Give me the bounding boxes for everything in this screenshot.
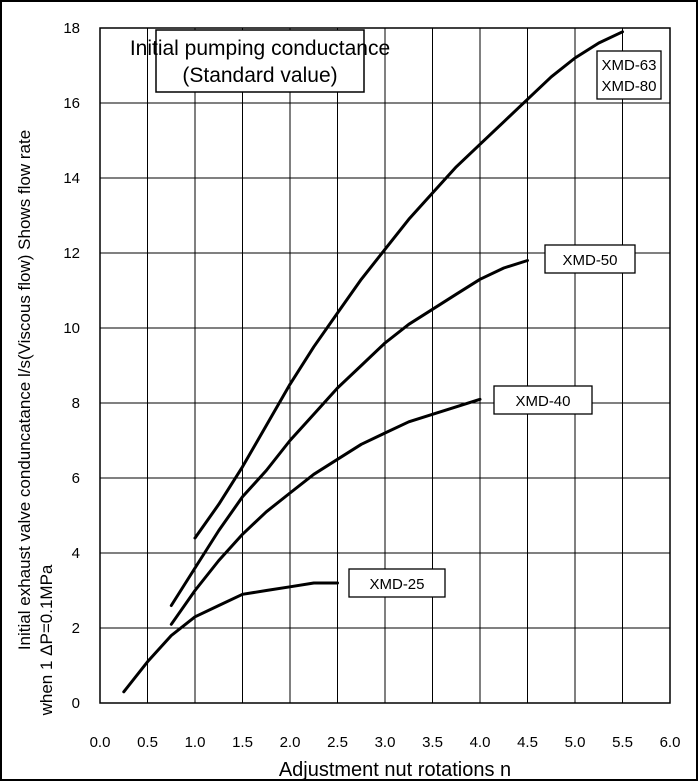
series-label-box: [348, 568, 446, 598]
y-axis-title-line1: Initial exhaust valve conduncatance l/s(…: [15, 130, 34, 650]
y-tick-label: 0: [72, 695, 80, 712]
x-tick-label: 2.5: [327, 734, 348, 751]
x-tick-label: 5.0: [565, 734, 586, 751]
y-tick-label: 14: [63, 170, 80, 187]
x-tick-label: 3.0: [375, 734, 396, 751]
y-axis-title-line2: when 1 ΔP=0.1MPa: [37, 564, 56, 716]
x-tick-label: 4.0: [470, 734, 491, 751]
series-line-1: [193, 30, 624, 540]
y-tick-label: 4: [72, 545, 80, 562]
series-line-2: [169, 259, 529, 607]
y-tick-label: 2: [72, 620, 80, 637]
series-labels: XMD-63 XMD-80 XMD-50 XMD-40 XMD-25: [348, 50, 662, 598]
y-tick-label: 10: [63, 320, 80, 337]
title-box-frame: [155, 29, 365, 93]
x-tick-label: 0.5: [137, 734, 158, 751]
y-tick-label: 16: [63, 95, 80, 112]
x-axis-title: Adjustment nut rotations n: [279, 759, 511, 781]
x-tick-label: 3.5: [422, 734, 443, 751]
series-label-text: XMD-50: [562, 252, 617, 269]
series-label-box: [493, 385, 593, 415]
x-tick-label: 5.5: [612, 734, 633, 751]
y-tick-label: 18: [63, 20, 80, 37]
x-tick-label: 1.5: [232, 734, 253, 751]
series-lines: [122, 30, 624, 694]
series-label-text: XMD-80: [601, 78, 656, 95]
series-label-text: XMD-63: [601, 57, 656, 74]
series-line-3: [169, 397, 482, 626]
x-tick-labels: 0.0 0.5 1.0 1.5 2.0 2.5 3.0 3.5 4.0 4.5 5.0 5.5 6.0: [90, 734, 681, 751]
title-box: Initial pumping conductance (Standard va…: [130, 29, 390, 93]
x-tick-label: 0.0: [90, 734, 111, 751]
chart-title: Initial pumping conductance: [130, 37, 390, 60]
series-label-box: [544, 244, 636, 274]
x-tick-label: 1.0: [185, 734, 206, 751]
y-tick-label: 8: [72, 395, 80, 412]
x-tick-label: 6.0: [660, 734, 681, 751]
y-tick-labels: 0 2 4 6 8 10 12 14 16 18: [63, 20, 80, 712]
x-tick-label: 2.0: [280, 734, 301, 751]
y-tick-label: 6: [72, 470, 80, 487]
chart-subtitle: (Standard value): [182, 64, 337, 87]
y-tick-label: 12: [63, 245, 80, 262]
series-label-box: [596, 50, 662, 100]
series-label-text: XMD-40: [515, 393, 570, 410]
x-tick-label: 4.5: [517, 734, 538, 751]
series-label-text: XMD-25: [369, 576, 424, 593]
plot-area-border: [99, 27, 671, 704]
series-line-4: [122, 581, 339, 694]
